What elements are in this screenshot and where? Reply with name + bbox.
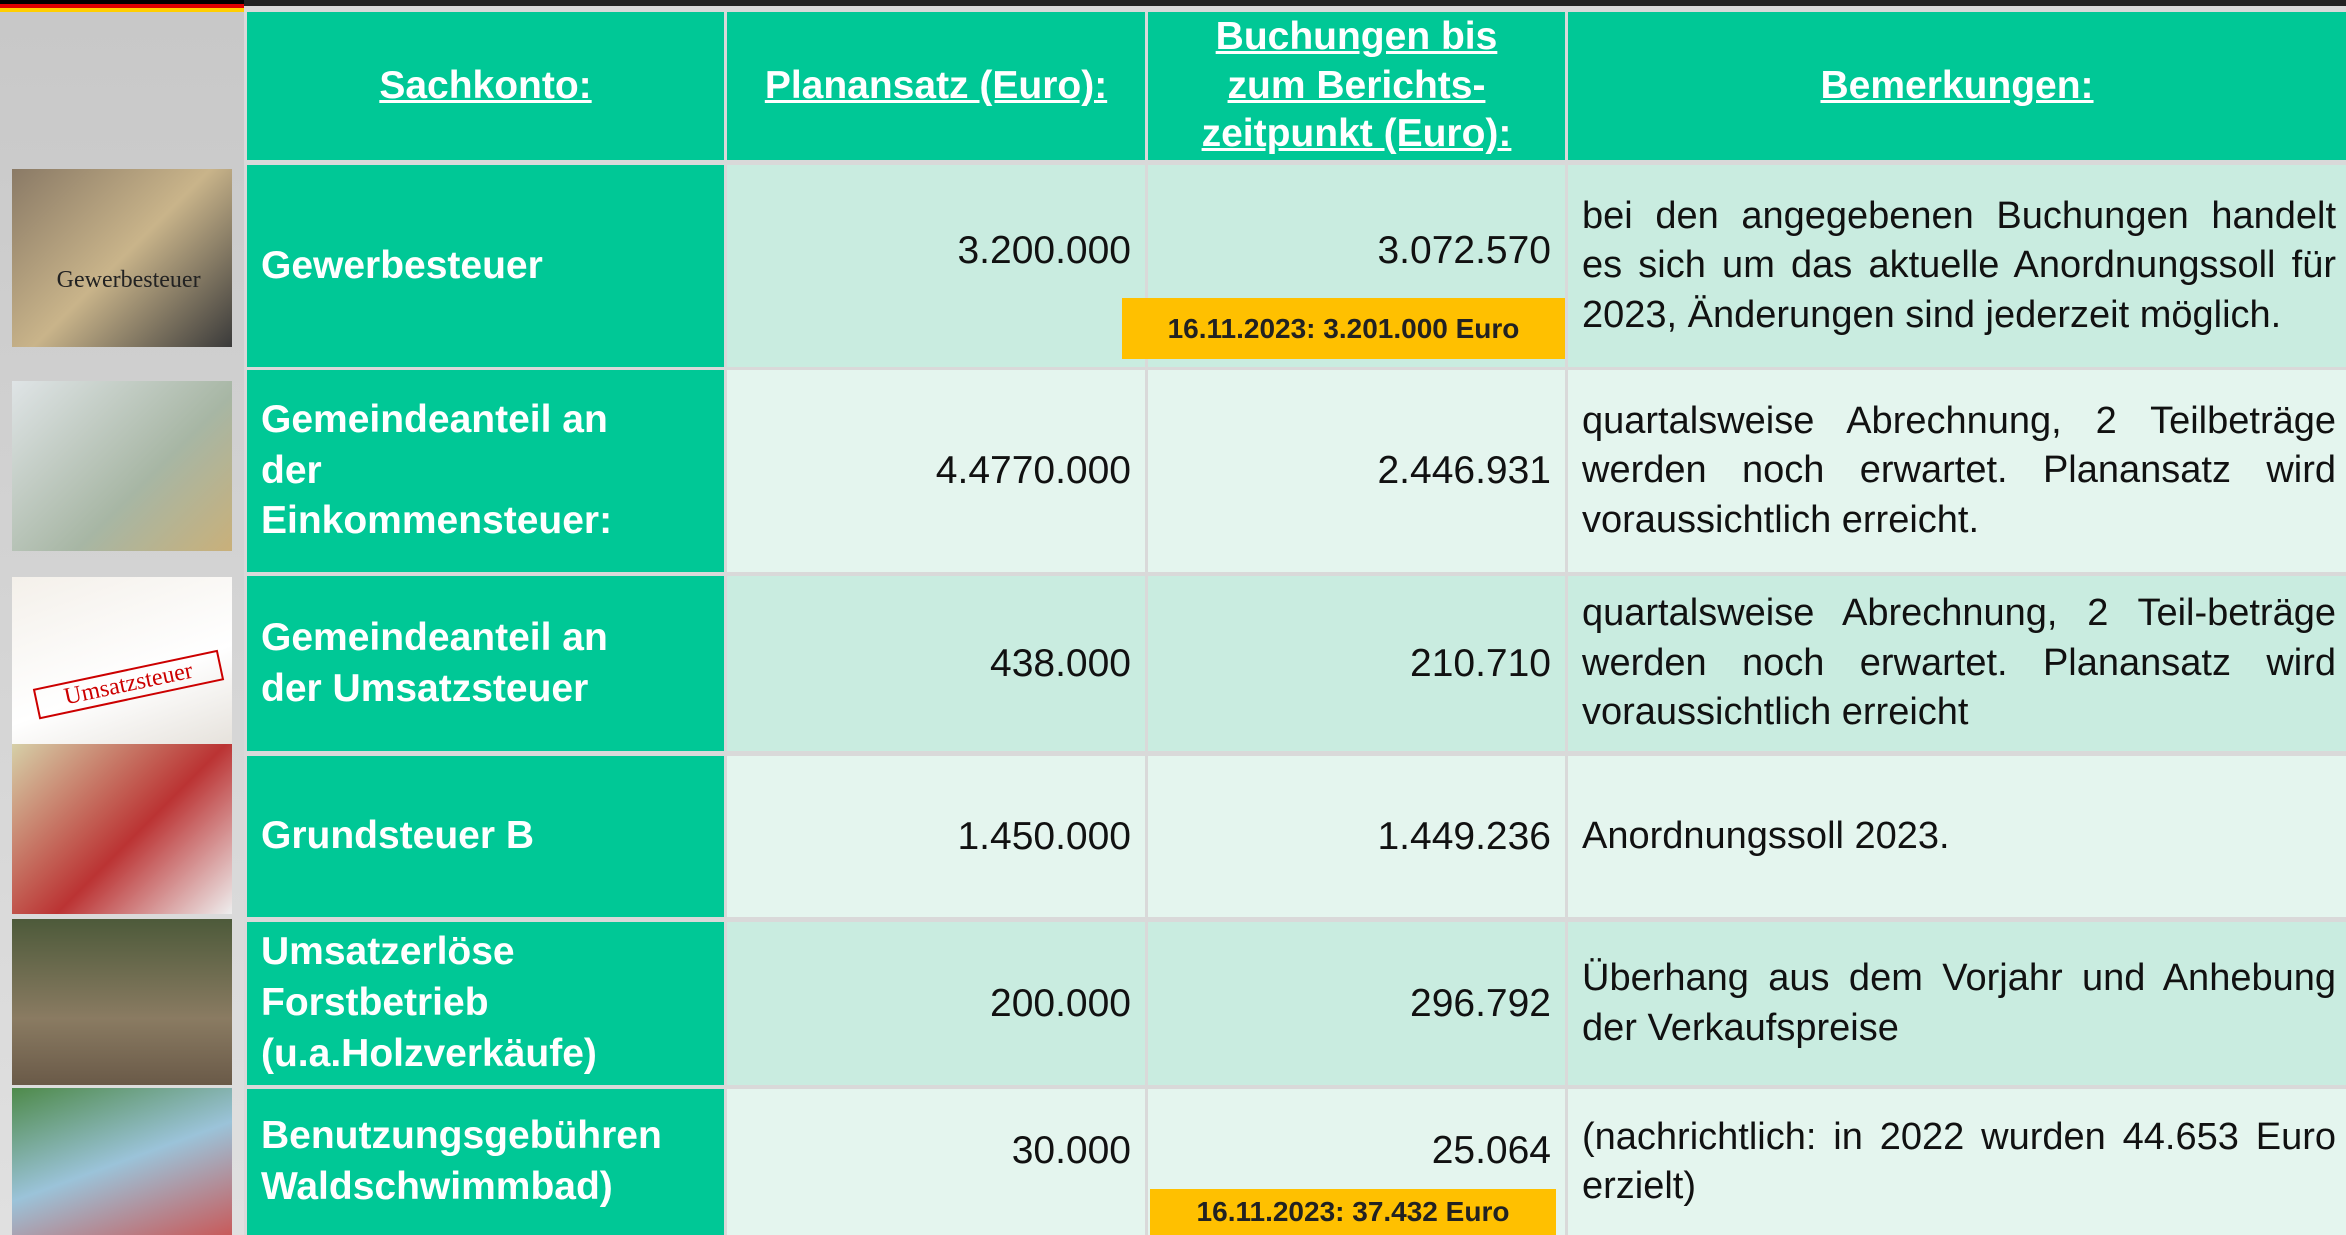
remarks-cell: Überhang aus dem Vorjahr und Anhebung de… [1568, 922, 2346, 1085]
remarks-cell: quartalsweise Abrechnung, 2 Teil-beträge… [1568, 576, 2346, 751]
plan-cell: 4.4770.000 [727, 370, 1145, 572]
remarks-cell: (nachrichtlich: in 2022 wurden 44.653 Eu… [1568, 1089, 2346, 1235]
remarks-cell: bei den angegebenen Buchungen handelt es… [1568, 165, 2346, 367]
update-note: 16.11.2023: 37.432 Euro [1150, 1189, 1556, 1235]
account-cell: Grundsteuer B [247, 756, 724, 917]
account-cell: Gewerbesteuer [247, 165, 724, 367]
remarks-text: quartalsweise Abrechnung, 2 Teil-beträge… [1582, 589, 2336, 737]
remarks-text: Überhang aus dem Vorjahr und Anhebung de… [1582, 954, 2336, 1053]
bookings-cell: 210.710 [1148, 576, 1565, 751]
remarks-text: bei den angegebenen Buchungen handelt es… [1582, 192, 2336, 340]
photo: Umsatzsteuer [12, 577, 232, 744]
photo-label: Gewerbesteuer [34, 267, 223, 294]
header-account: Sachkonto: [247, 12, 724, 160]
account-cell: Gemeindeanteil an der Umsatzsteuer [247, 576, 724, 751]
remarks-text: (nachrichtlich: in 2022 wurden 44.653 Eu… [1582, 1113, 2336, 1212]
plan-cell: 3.200.000 [727, 165, 1145, 367]
photo [12, 1088, 232, 1235]
remarks-cell: Anordnungssoll 2023. [1568, 756, 2346, 917]
photo: Gewerbesteuer [12, 169, 232, 347]
bookings-cell: 2.446.931 [1148, 370, 1565, 572]
remarks-cell: quartalsweise Abrechnung, 2 Teilbeträge … [1568, 370, 2346, 572]
plan-cell: 30.000 [727, 1089, 1145, 1235]
photo [12, 744, 232, 914]
bookings-cell: 1.449.236 [1148, 756, 1565, 917]
photo [12, 919, 232, 1085]
photo-label: Umsatzsteuer [33, 650, 225, 720]
bookings-cell: 296.792 [1148, 922, 1565, 1085]
remarks-text: Anordnungssoll 2023. [1582, 812, 2336, 861]
plan-cell: 1.450.000 [727, 756, 1145, 917]
header-bookings: Buchungen bis zum Berichts- zeitpunkt (E… [1148, 12, 1565, 160]
remarks-text: quartalsweise Abrechnung, 2 Teilbeträge … [1582, 397, 2336, 545]
plan-cell: 200.000 [727, 922, 1145, 1085]
account-cell: Benutzungsgebühren Waldschwimmbad) [247, 1089, 724, 1235]
header-plan: Planansatz (Euro): [727, 12, 1145, 160]
account-cell: Gemeindeanteil an der Einkommensteuer: [247, 370, 724, 572]
plan-cell: 438.000 [727, 576, 1145, 751]
account-cell: Umsatzerlöse Forstbetrieb (u.a.Holzverkä… [247, 922, 724, 1085]
top-bar [0, 0, 2346, 6]
slide: Sachkonto:Planansatz (Euro):Buchungen bi… [0, 0, 2346, 1235]
photo [12, 381, 232, 551]
header-remarks: Bemerkungen: [1568, 12, 2346, 160]
update-note: 16.11.2023: 3.201.000 Euro [1122, 298, 1565, 359]
